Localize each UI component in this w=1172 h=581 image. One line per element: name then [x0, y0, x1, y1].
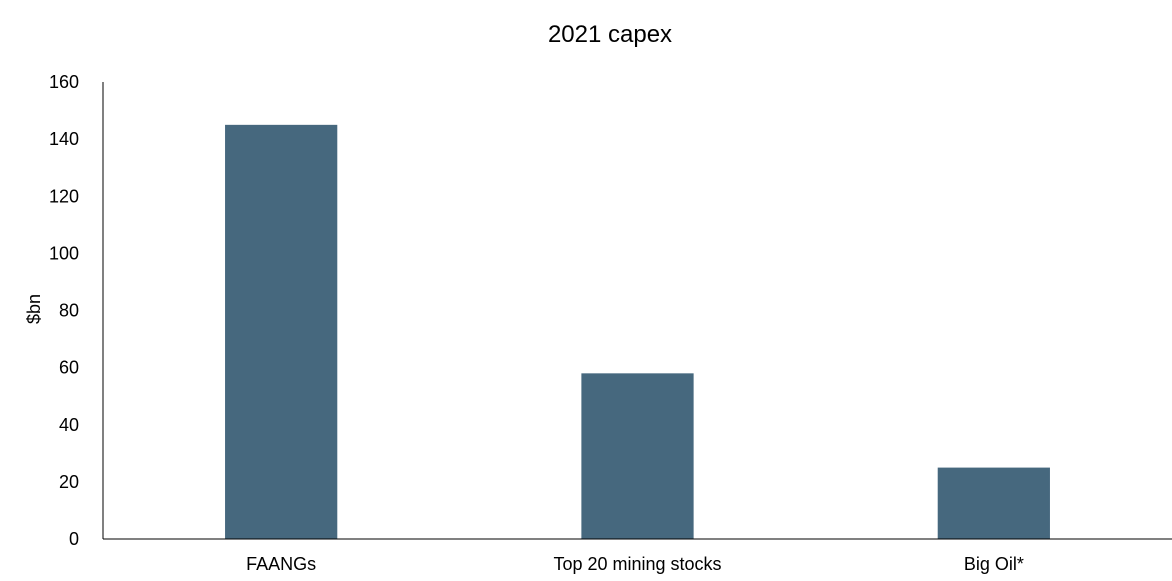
x-tick-label: FAANGs [246, 554, 316, 574]
y-axis-ticks: 0 20 40 60 80 100 120 140 160 [49, 72, 79, 549]
y-tick-label: 20 [59, 472, 79, 492]
y-tick-label: 100 [49, 243, 79, 263]
bar-top-20-mining-stocks [581, 373, 694, 539]
bar-big-oil [937, 467, 1050, 539]
x-axis-tick-labels: FAANGs Top 20 mining stocks Big Oil* [246, 554, 1024, 574]
chart-title: 2021 capex [548, 21, 672, 48]
y-axis-title: $bn [24, 294, 44, 324]
y-tick-label: 120 [49, 186, 79, 206]
bars [225, 124, 1050, 539]
y-tick-label: 0 [69, 529, 79, 549]
x-tick-label: Top 20 mining stocks [553, 554, 721, 574]
y-tick-label: 80 [59, 301, 79, 321]
y-tick-label: 140 [49, 129, 79, 149]
y-tick-label: 160 [49, 72, 79, 92]
x-tick-label: Big Oil* [964, 554, 1024, 574]
y-tick-label: 40 [59, 415, 79, 435]
y-tick-label: 60 [59, 358, 79, 378]
bar-faangs [225, 124, 338, 539]
